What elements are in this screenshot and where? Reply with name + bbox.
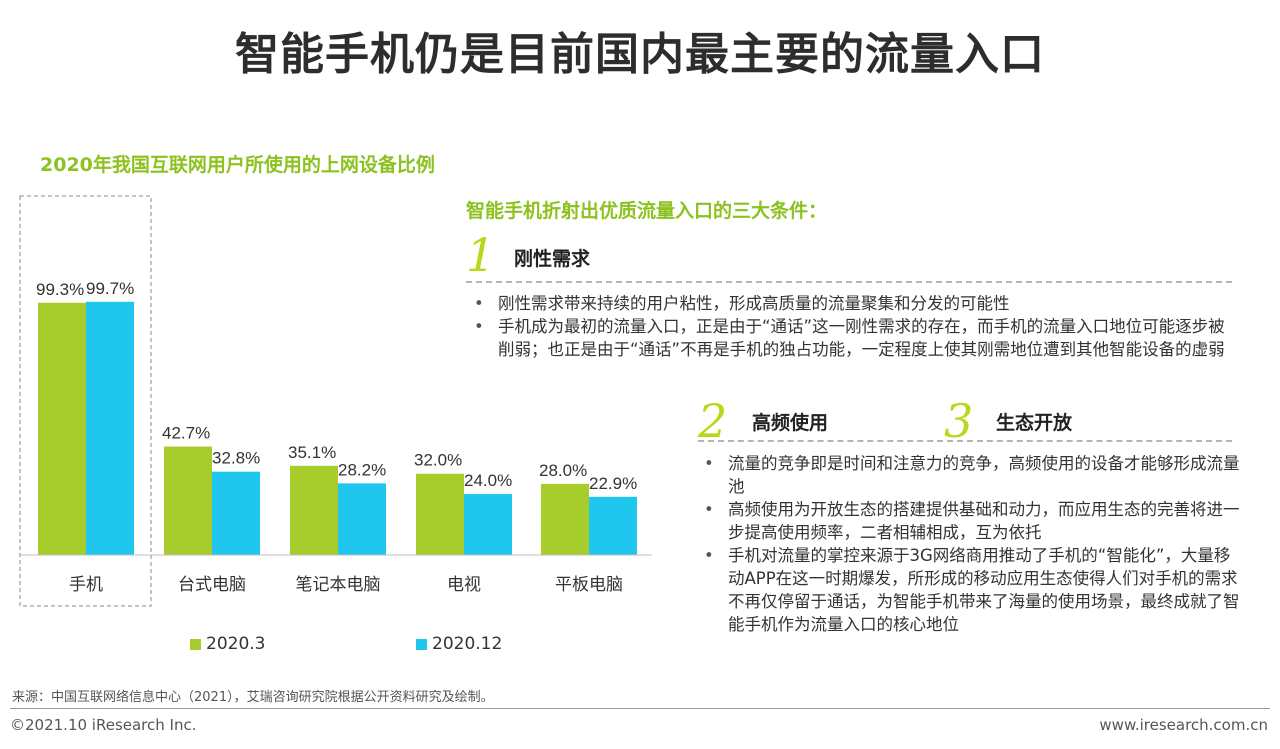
- list-item: 手机对流量的掌控来源于3G网络商用推动了手机的“智能化”，大量移动APP在这一时…: [700, 544, 1240, 636]
- category-label: 手机: [69, 575, 103, 595]
- legend-swatch-2020-12: [416, 638, 427, 650]
- bar-平板电脑-2020.12: [589, 496, 637, 555]
- bar-台式电脑-2020.12: [212, 471, 260, 555]
- bar-手机-2020.3: [38, 302, 86, 555]
- bar-电视-2020.3: [416, 473, 464, 555]
- legend-item-2020-3: 2020.3: [190, 634, 265, 654]
- list-item: 高频使用为开放生态的搭建提供基础和动力，而应用生态的完善将进一步提高使用频率，二…: [700, 498, 1240, 544]
- divider: [698, 440, 1232, 442]
- condition-label-2: 高频使用: [752, 412, 829, 434]
- legend-swatch-2020-3: [190, 638, 201, 650]
- bar-笔记本电脑-2020.12: [338, 483, 386, 555]
- page-title: 智能手机仍是目前国内最主要的流量入口: [235, 29, 1045, 80]
- bar-台式电脑-2020.3: [164, 446, 212, 555]
- data-label: 99.7%: [86, 279, 134, 298]
- data-label: 32.8%: [212, 449, 260, 468]
- data-label: 35.1%: [288, 443, 336, 462]
- data-label: 22.9%: [589, 474, 637, 493]
- chart-title: 2020年我国互联网用户所使用的上网设备比例: [40, 154, 435, 176]
- copyright: ©2021.10 iResearch Inc.: [10, 716, 197, 734]
- condition-number-2: 2: [698, 394, 728, 448]
- bar-电视-2020.12: [464, 494, 512, 555]
- bar-平板电脑-2020.3: [541, 483, 589, 555]
- data-label: 24.0%: [464, 471, 512, 490]
- data-label: 42.7%: [162, 424, 210, 443]
- footer-divider: [10, 708, 1270, 709]
- legend-label-2020-3: 2020.3: [206, 634, 266, 654]
- category-label: 电视: [447, 575, 481, 595]
- category-label: 台式电脑: [178, 575, 246, 595]
- list-item: 刚性需求带来持续的用户粘性，形成高质量的流量聚集和分发的可能性: [470, 292, 1240, 315]
- data-label: 32.0%: [414, 451, 462, 470]
- bullet-list-1: 刚性需求带来持续的用户粘性，形成高质量的流量聚集和分发的可能性 手机成为最初的流…: [470, 292, 1240, 361]
- data-label: 28.0%: [539, 461, 587, 480]
- list-item: 手机成为最初的流量入口，正是由于“通话”这一刚性需求的存在，而手机的流量入口地位…: [470, 315, 1240, 361]
- bar-手机-2020.12: [86, 301, 134, 555]
- website-link[interactable]: www.iresearch.com.cn: [1099, 716, 1268, 734]
- divider: [466, 281, 1232, 283]
- list-item: 流量的竞争即是时间和注意力的竞争，高频使用的设备才能够形成流量池: [700, 452, 1240, 498]
- legend-item-2020-12: 2020.12: [416, 634, 502, 654]
- source-note: 来源：中国互联网络信息中心（2021），艾瑞咨询研究院根据公开资料研究及绘制。: [12, 690, 494, 705]
- condition-label-3: 生态开放: [996, 412, 1073, 434]
- category-label: 平板电脑: [555, 575, 623, 595]
- bar-笔记本电脑-2020.3: [290, 465, 338, 555]
- category-label: 笔记本电脑: [296, 575, 381, 595]
- condition-number-1: 1: [466, 228, 496, 282]
- condition-number-3: 3: [944, 394, 974, 448]
- highlight-frame: [19, 195, 152, 607]
- legend-label-2020-12: 2020.12: [432, 634, 503, 654]
- data-label: 28.2%: [338, 460, 386, 479]
- condition-label-1: 刚性需求: [514, 248, 591, 270]
- bullet-list-2: 流量的竞争即是时间和注意力的竞争，高频使用的设备才能够形成流量池 高频使用为开放…: [700, 452, 1240, 636]
- data-label: 99.3%: [36, 280, 84, 299]
- bar-chart: 99.3% 99.7% 手机 42.7%32.8% 台式电脑 35.1%28.2% 笔记本电…: [19, 195, 652, 607]
- conditions-title: 智能手机折射出优质流量入口的三大条件：: [466, 200, 828, 222]
